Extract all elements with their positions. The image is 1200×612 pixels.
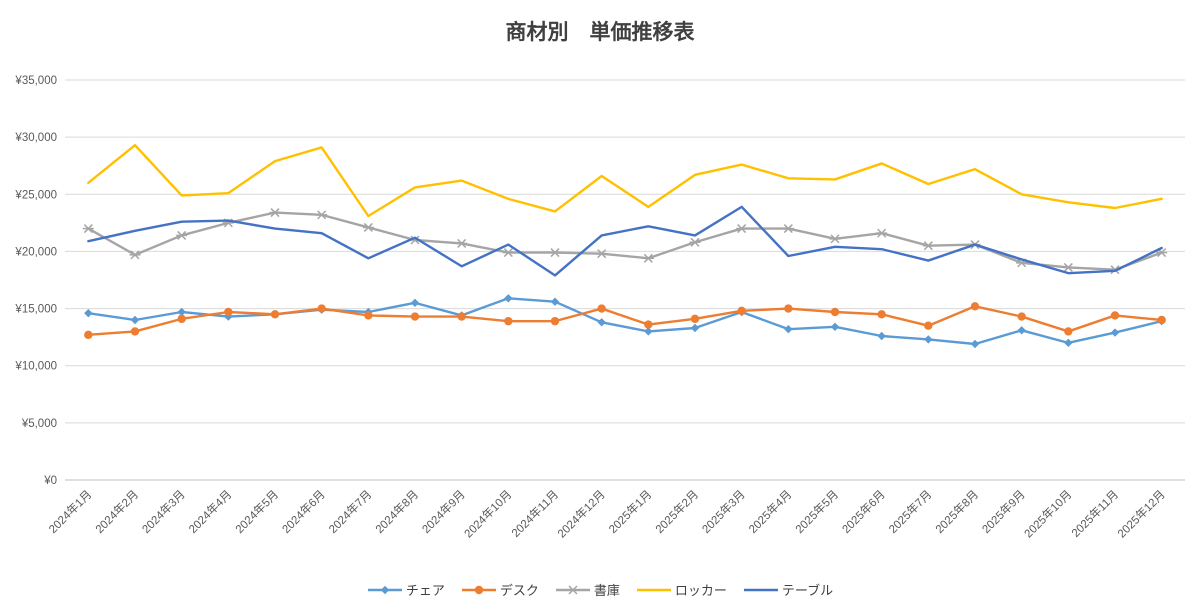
x-axis-label: 2024年11月: [508, 487, 561, 540]
legend-item-table: テーブル: [743, 580, 833, 599]
legend-item-shoko: 書庫: [555, 580, 620, 599]
legend-label-table: テーブル: [781, 583, 834, 598]
x-axis-label: 2025年11月: [1068, 487, 1121, 540]
series-table: [87, 205, 1163, 277]
x-axis-label: 2024年2月: [92, 487, 141, 536]
x-axis-label: 2025年3月: [699, 487, 748, 536]
legend-item-desk: デスク: [461, 580, 539, 599]
series-line-chair: [87, 297, 1163, 346]
chart-title: 商材別 単価推移表: [505, 21, 695, 44]
legend-label-shoko: 書庫: [593, 583, 620, 598]
x-axis-label: 2024年5月: [232, 487, 281, 536]
series-desk: [84, 302, 1166, 340]
series-line-desk: [87, 305, 1163, 337]
series-locker: [87, 143, 1163, 218]
x-axis-label: 2024年4月: [186, 487, 235, 536]
x-axis-label: 2025年12月: [1114, 487, 1167, 540]
legend-item-chair: チェア: [367, 580, 445, 599]
x-axis-label: 2025年9月: [979, 487, 1028, 536]
x-axis-label: 2024年3月: [139, 487, 188, 536]
legend-marker-shoko-icon: [555, 584, 590, 595]
x-axis-label: 2025年2月: [652, 487, 701, 536]
x-axis-label: 2025年6月: [839, 487, 888, 536]
y-axis-label: ¥20,000: [14, 246, 57, 258]
x-axis-label: 2024年7月: [326, 487, 375, 536]
series-line-shoko: [87, 211, 1163, 271]
legend-marker-chair-icon: [367, 585, 402, 594]
y-axis-label: ¥0: [43, 475, 57, 487]
x-axis-label: 2025年4月: [746, 487, 795, 536]
x-axis-label: 2025年8月: [932, 487, 981, 536]
series-line-table: [87, 205, 1163, 277]
y-axis-label: ¥5,000: [21, 418, 57, 430]
legend-label-chair: チェア: [405, 583, 445, 598]
series-shoko: [82, 208, 1168, 275]
series-markers-shoko: [82, 208, 1168, 275]
x-axis-label: 2025年7月: [886, 487, 935, 536]
legend-marker-desk-icon: [461, 585, 496, 594]
y-axis-label: ¥35,000: [14, 75, 57, 87]
x-axis-label: 2024年12月: [554, 487, 607, 540]
series-markers-desk: [84, 302, 1166, 340]
x-axis-label: 2024年6月: [279, 487, 328, 536]
y-axis-label: ¥10,000: [14, 361, 57, 373]
x-axis-label: 2024年9月: [419, 487, 468, 536]
legend-label-desk: デスク: [499, 583, 539, 598]
series-markers-chair: [84, 294, 1166, 349]
legend-marker-table-icon: [743, 588, 778, 591]
legend-item-locker: ロッカー: [636, 580, 727, 599]
y-axis-label: ¥30,000: [14, 132, 57, 144]
x-axis-label: 2024年10月: [461, 487, 514, 540]
x-axis-label: 2024年8月: [372, 487, 421, 536]
x-axis-label: 2025年5月: [792, 487, 841, 536]
x-axis-label: 2024年1月: [46, 487, 95, 536]
x-axis-label: 2025年1月: [606, 487, 655, 536]
x-axis-label: 2025年10月: [1021, 487, 1074, 540]
y-axis-label: ¥15,000: [14, 304, 57, 316]
y-axis-label: ¥25,000: [14, 189, 57, 201]
chart-legend: チェア デスク 書庫 ロッカー テーブル: [0, 580, 1200, 599]
legend-marker-locker-icon: [636, 588, 671, 591]
series-line-locker: [87, 143, 1163, 218]
series-chair: [84, 294, 1166, 349]
legend-label-locker: ロッカー: [674, 583, 727, 598]
